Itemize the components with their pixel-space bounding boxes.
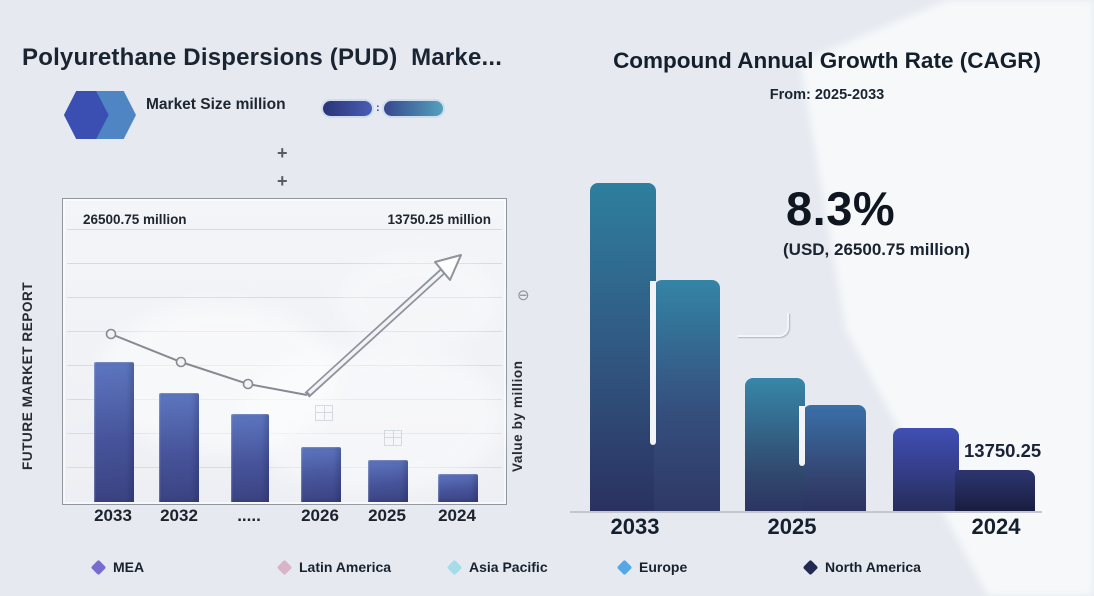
trend-marker <box>105 328 117 340</box>
x-label-2025: 2025 <box>368 506 406 525</box>
corner-bracket-decor <box>737 313 789 337</box>
cagr-bar-2024-tall <box>893 428 959 512</box>
legend-item-asia-pacific: Asia Pacific <box>446 556 548 578</box>
x-label-dots: ..... <box>237 506 261 525</box>
legend-label: Asia Pacific <box>469 559 548 575</box>
legend-label: North America <box>825 559 921 575</box>
cagr-bar-2025-short <box>803 405 866 512</box>
r-x-label-2024: 2024 <box>971 514 1021 539</box>
pill-teal-icon <box>383 101 443 116</box>
cagr-value: 8.3% <box>786 182 896 235</box>
minus-icon[interactable]: ⊖ <box>517 287 530 304</box>
trend-marker <box>242 378 254 390</box>
legend-label: MEA <box>113 559 145 575</box>
watermark-future-market-report: FUTURE MARKET REPORT <box>20 281 35 471</box>
diamond-icon <box>616 559 633 575</box>
scale-pills: : <box>323 101 443 116</box>
plus-icon-2[interactable]: + <box>277 171 288 191</box>
page-title: Polyurethane Dispersions (PUD) Marke... <box>22 44 503 71</box>
cagr-bar-2033-tall <box>590 183 656 512</box>
bar-2025 <box>368 460 408 502</box>
x-label-2026: 2026 <box>301 506 339 525</box>
r-x-label-2025: 2025 <box>767 514 817 539</box>
x-label-2033: 2033 <box>94 506 132 525</box>
window-watermark-icon <box>384 430 402 446</box>
diamond-icon <box>802 559 819 575</box>
value-axis-label: Value by million <box>510 360 525 472</box>
bar-2033 <box>94 362 134 502</box>
arrow-shaft-fill <box>307 270 444 395</box>
trend-line <box>110 333 308 396</box>
r-x-label-2033: 2033 <box>610 514 660 539</box>
cagr-title: Compound Annual Growth Rate (CAGR) <box>613 48 1041 73</box>
badge-left-facet <box>64 91 109 139</box>
arrow-head-icon <box>434 254 462 281</box>
min-value-label: 13750.25 million <box>387 212 491 227</box>
legend-label: Europe <box>639 559 688 575</box>
cloud-decor <box>98 304 338 454</box>
bar-notch <box>650 281 656 445</box>
pill-separator: : <box>376 102 380 114</box>
bar-notch <box>799 406 805 466</box>
bar-2026 <box>301 447 341 502</box>
cagr-detail: (USD, 26500.75 million) <box>783 240 971 259</box>
market-size-label: Market Size million <box>146 96 286 113</box>
market-size-badge-icon <box>64 91 136 139</box>
legend-item-latin-america: Latin America <box>276 556 392 578</box>
diamond-icon <box>446 559 463 575</box>
cagr-subtitle: From: 2025-2033 <box>769 87 885 103</box>
pill-dark-blue-icon <box>323 101 372 116</box>
cloud-decor <box>338 254 498 349</box>
diamond-icon <box>90 559 107 575</box>
bar-2032 <box>159 393 199 502</box>
bar-value-13750: 13750.25 <box>964 440 1042 461</box>
legend-item-north-america: North America <box>802 556 921 578</box>
trend-line-overlay <box>105 254 462 398</box>
legend-item-europe: Europe <box>616 556 688 578</box>
bar-intermediate <box>231 414 269 502</box>
diamond-icon <box>276 559 293 575</box>
cagr-bar-2033-short <box>654 280 720 512</box>
market-size-chart: 26500.75 million 13750.25 million <box>62 198 507 505</box>
max-value-label: 26500.75 million <box>83 212 187 227</box>
legend-label: Latin America <box>299 559 392 575</box>
x-label-2032: 2032 <box>160 506 198 525</box>
x-axis-line <box>570 511 1042 513</box>
bar-2024 <box>438 474 478 502</box>
cagr-bar-2024-short <box>955 470 1035 512</box>
legend-item-mea: MEA <box>90 556 145 578</box>
plus-icon[interactable]: + <box>277 143 288 163</box>
window-watermark-icon <box>315 405 333 421</box>
trend-marker <box>175 356 187 368</box>
x-label-2024: 2024 <box>438 506 476 525</box>
cagr-bar-2025-tall <box>745 378 805 512</box>
